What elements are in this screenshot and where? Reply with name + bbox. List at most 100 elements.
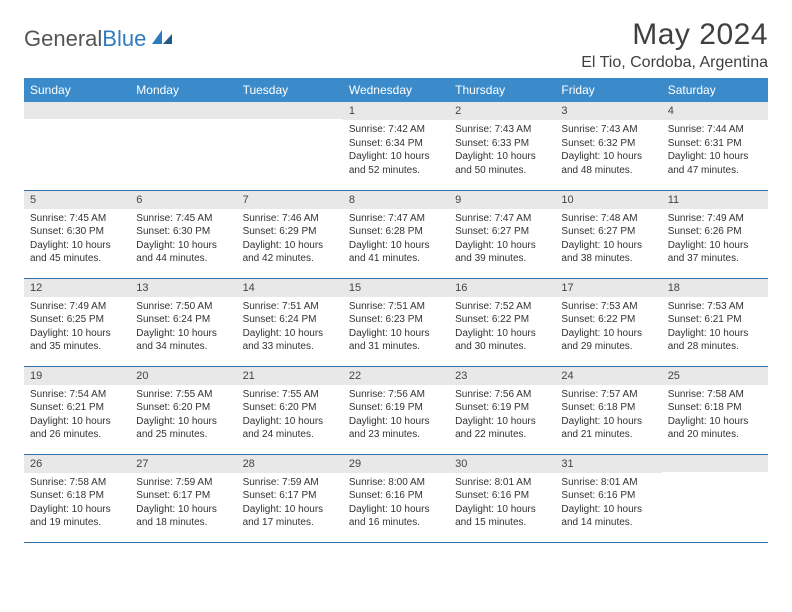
sunrise: Sunrise: 7:51 AM [349, 300, 443, 314]
calendar-cell: 6Sunrise: 7:45 AMSunset: 6:30 PMDaylight… [130, 190, 236, 278]
day-info: Sunrise: 7:55 AMSunset: 6:20 PMDaylight:… [237, 385, 343, 446]
daylight: Daylight: 10 hours and 26 minutes. [30, 415, 124, 442]
daylight: Daylight: 10 hours and 20 minutes. [668, 415, 762, 442]
calendar-cell: 29Sunrise: 8:00 AMSunset: 6:16 PMDayligh… [343, 454, 449, 542]
calendar-cell: 4Sunrise: 7:44 AMSunset: 6:31 PMDaylight… [662, 102, 768, 190]
sunset: Sunset: 6:27 PM [561, 225, 655, 239]
sunrise: Sunrise: 7:43 AM [561, 123, 655, 137]
sunrise: Sunrise: 7:47 AM [349, 212, 443, 226]
sunrise: Sunrise: 7:53 AM [561, 300, 655, 314]
sunrise: Sunrise: 7:45 AM [30, 212, 124, 226]
daylight: Daylight: 10 hours and 52 minutes. [349, 150, 443, 177]
weekday-sat: Saturday [662, 78, 768, 102]
sunrise: Sunrise: 7:47 AM [455, 212, 549, 226]
sunset: Sunset: 6:27 PM [455, 225, 549, 239]
daylight: Daylight: 10 hours and 50 minutes. [455, 150, 549, 177]
sunrise: Sunrise: 7:51 AM [243, 300, 337, 314]
sunset: Sunset: 6:29 PM [243, 225, 337, 239]
day-number: 23 [449, 367, 555, 385]
daylight: Daylight: 10 hours and 29 minutes. [561, 327, 655, 354]
location: El Tio, Cordoba, Argentina [581, 54, 768, 72]
logo: GeneralBlue [24, 18, 174, 52]
daylight: Daylight: 10 hours and 14 minutes. [561, 503, 655, 530]
sunset: Sunset: 6:21 PM [30, 401, 124, 415]
sunrise: Sunrise: 7:57 AM [561, 388, 655, 402]
day-number: 24 [555, 367, 661, 385]
daylight: Daylight: 10 hours and 22 minutes. [455, 415, 549, 442]
day-number: 20 [130, 367, 236, 385]
calendar-cell: 2Sunrise: 7:43 AMSunset: 6:33 PMDaylight… [449, 102, 555, 190]
day-info: Sunrise: 7:46 AMSunset: 6:29 PMDaylight:… [237, 209, 343, 270]
day-info: Sunrise: 7:59 AMSunset: 6:17 PMDaylight:… [130, 473, 236, 534]
calendar-cell: 3Sunrise: 7:43 AMSunset: 6:32 PMDaylight… [555, 102, 661, 190]
daylight: Daylight: 10 hours and 25 minutes. [136, 415, 230, 442]
sunset: Sunset: 6:18 PM [561, 401, 655, 415]
day-number: 1 [343, 102, 449, 120]
calendar-cell: 30Sunrise: 8:01 AMSunset: 6:16 PMDayligh… [449, 454, 555, 542]
calendar-row: 12Sunrise: 7:49 AMSunset: 6:25 PMDayligh… [24, 278, 768, 366]
daylight: Daylight: 10 hours and 23 minutes. [349, 415, 443, 442]
sunrise: Sunrise: 7:58 AM [30, 476, 124, 490]
title-block: May 2024 El Tio, Cordoba, Argentina [581, 18, 768, 72]
sunset: Sunset: 6:30 PM [30, 225, 124, 239]
day-number: 22 [343, 367, 449, 385]
day-number: 8 [343, 191, 449, 209]
day-info: Sunrise: 7:52 AMSunset: 6:22 PMDaylight:… [449, 297, 555, 358]
daylight: Daylight: 10 hours and 34 minutes. [136, 327, 230, 354]
daylight: Daylight: 10 hours and 35 minutes. [30, 327, 124, 354]
calendar-cell: 22Sunrise: 7:56 AMSunset: 6:19 PMDayligh… [343, 366, 449, 454]
header: GeneralBlue May 2024 El Tio, Cordoba, Ar… [24, 18, 768, 72]
sunset: Sunset: 6:20 PM [243, 401, 337, 415]
sunrise: Sunrise: 7:44 AM [668, 123, 762, 137]
day-info: Sunrise: 7:55 AMSunset: 6:20 PMDaylight:… [130, 385, 236, 446]
calendar-cell: 28Sunrise: 7:59 AMSunset: 6:17 PMDayligh… [237, 454, 343, 542]
sunrise: Sunrise: 7:54 AM [30, 388, 124, 402]
calendar-row: 5Sunrise: 7:45 AMSunset: 6:30 PMDaylight… [24, 190, 768, 278]
sunset: Sunset: 6:17 PM [243, 489, 337, 503]
sunset: Sunset: 6:33 PM [455, 137, 549, 151]
day-number: 25 [662, 367, 768, 385]
day-number: 3 [555, 102, 661, 120]
calendar-cell [662, 454, 768, 542]
sunrise: Sunrise: 7:59 AM [243, 476, 337, 490]
day-info: Sunrise: 7:51 AMSunset: 6:23 PMDaylight:… [343, 297, 449, 358]
day-info: Sunrise: 7:47 AMSunset: 6:28 PMDaylight:… [343, 209, 449, 270]
sunset: Sunset: 6:20 PM [136, 401, 230, 415]
calendar-cell: 19Sunrise: 7:54 AMSunset: 6:21 PMDayligh… [24, 366, 130, 454]
day-number: 30 [449, 455, 555, 473]
day-info: Sunrise: 7:56 AMSunset: 6:19 PMDaylight:… [343, 385, 449, 446]
calendar-cell: 24Sunrise: 7:57 AMSunset: 6:18 PMDayligh… [555, 366, 661, 454]
sunrise: Sunrise: 7:45 AM [136, 212, 230, 226]
calendar-cell: 7Sunrise: 7:46 AMSunset: 6:29 PMDaylight… [237, 190, 343, 278]
daylight: Daylight: 10 hours and 33 minutes. [243, 327, 337, 354]
day-number: 5 [24, 191, 130, 209]
calendar-cell: 1Sunrise: 7:42 AMSunset: 6:34 PMDaylight… [343, 102, 449, 190]
calendar-cell: 11Sunrise: 7:49 AMSunset: 6:26 PMDayligh… [662, 190, 768, 278]
daylight: Daylight: 10 hours and 19 minutes. [30, 503, 124, 530]
day-info: Sunrise: 7:49 AMSunset: 6:25 PMDaylight:… [24, 297, 130, 358]
day-info: Sunrise: 7:53 AMSunset: 6:21 PMDaylight:… [662, 297, 768, 358]
day-info: Sunrise: 7:43 AMSunset: 6:33 PMDaylight:… [449, 120, 555, 181]
sunrise: Sunrise: 7:55 AM [243, 388, 337, 402]
day-info: Sunrise: 7:45 AMSunset: 6:30 PMDaylight:… [24, 209, 130, 270]
daylight: Daylight: 10 hours and 38 minutes. [561, 239, 655, 266]
day-number: 26 [24, 455, 130, 473]
day-number: 11 [662, 191, 768, 209]
sunrise: Sunrise: 7:49 AM [30, 300, 124, 314]
daylight: Daylight: 10 hours and 47 minutes. [668, 150, 762, 177]
daylight: Daylight: 10 hours and 18 minutes. [136, 503, 230, 530]
day-number: 18 [662, 279, 768, 297]
sunrise: Sunrise: 7:56 AM [455, 388, 549, 402]
day-number: 2 [449, 102, 555, 120]
day-info: Sunrise: 7:43 AMSunset: 6:32 PMDaylight:… [555, 120, 661, 181]
day-info: Sunrise: 7:50 AMSunset: 6:24 PMDaylight:… [130, 297, 236, 358]
sail-icon [150, 26, 174, 52]
sunrise: Sunrise: 7:59 AM [136, 476, 230, 490]
month-title: May 2024 [581, 18, 768, 52]
sunset: Sunset: 6:19 PM [349, 401, 443, 415]
sunset: Sunset: 6:21 PM [668, 313, 762, 327]
day-number [130, 102, 236, 119]
weekday-tue: Tuesday [237, 78, 343, 102]
day-number: 10 [555, 191, 661, 209]
daylight: Daylight: 10 hours and 45 minutes. [30, 239, 124, 266]
